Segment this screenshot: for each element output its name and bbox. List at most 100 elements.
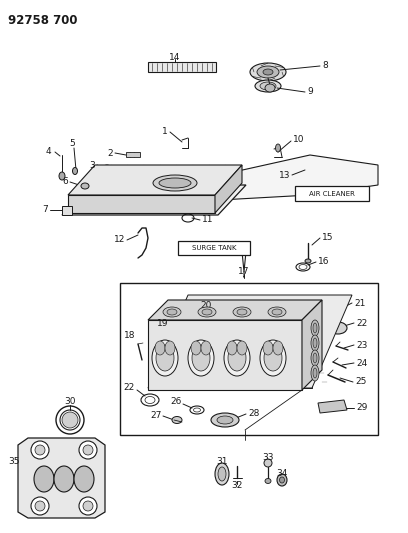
Text: 26: 26 bbox=[171, 398, 182, 407]
Text: AIR CLEANER: AIR CLEANER bbox=[309, 191, 355, 197]
Text: 6: 6 bbox=[62, 177, 68, 187]
Ellipse shape bbox=[34, 466, 54, 492]
Ellipse shape bbox=[155, 341, 165, 355]
Text: 34: 34 bbox=[276, 470, 288, 479]
Ellipse shape bbox=[228, 345, 246, 371]
Polygon shape bbox=[148, 320, 302, 390]
Text: 27: 27 bbox=[151, 411, 162, 421]
Ellipse shape bbox=[79, 497, 97, 515]
Bar bbox=[126, 152, 140, 157]
Ellipse shape bbox=[250, 63, 286, 81]
Ellipse shape bbox=[31, 497, 49, 515]
Ellipse shape bbox=[167, 309, 177, 315]
Text: 30: 30 bbox=[64, 398, 76, 407]
Polygon shape bbox=[215, 165, 242, 213]
Text: 8: 8 bbox=[322, 61, 328, 70]
Ellipse shape bbox=[218, 467, 226, 481]
Polygon shape bbox=[302, 300, 322, 390]
Ellipse shape bbox=[237, 341, 247, 355]
Polygon shape bbox=[318, 400, 347, 413]
Ellipse shape bbox=[215, 463, 229, 485]
Ellipse shape bbox=[311, 320, 319, 336]
Ellipse shape bbox=[313, 353, 317, 363]
Ellipse shape bbox=[224, 340, 250, 376]
Polygon shape bbox=[62, 206, 72, 215]
Polygon shape bbox=[148, 295, 352, 388]
Ellipse shape bbox=[265, 84, 275, 92]
Ellipse shape bbox=[264, 459, 272, 467]
Text: 5: 5 bbox=[69, 139, 75, 148]
Ellipse shape bbox=[311, 350, 319, 366]
Ellipse shape bbox=[152, 340, 178, 376]
Ellipse shape bbox=[313, 368, 317, 378]
Ellipse shape bbox=[329, 322, 347, 334]
Text: 29: 29 bbox=[356, 403, 367, 413]
Polygon shape bbox=[220, 155, 378, 200]
Text: 13: 13 bbox=[279, 171, 290, 180]
Text: 18: 18 bbox=[124, 332, 136, 341]
Text: 32: 32 bbox=[231, 481, 243, 490]
Text: 31: 31 bbox=[216, 457, 228, 466]
Polygon shape bbox=[68, 195, 215, 213]
Ellipse shape bbox=[311, 335, 319, 351]
Text: 2: 2 bbox=[107, 149, 113, 157]
Ellipse shape bbox=[177, 323, 187, 329]
Ellipse shape bbox=[81, 183, 89, 189]
Ellipse shape bbox=[217, 416, 233, 424]
Ellipse shape bbox=[31, 441, 49, 459]
Text: 25: 25 bbox=[355, 377, 366, 386]
FancyBboxPatch shape bbox=[295, 186, 369, 201]
Text: 3: 3 bbox=[89, 160, 95, 169]
Ellipse shape bbox=[202, 309, 212, 315]
Ellipse shape bbox=[74, 466, 94, 492]
Ellipse shape bbox=[159, 178, 191, 188]
Ellipse shape bbox=[73, 167, 78, 174]
Text: 14: 14 bbox=[169, 52, 181, 61]
Ellipse shape bbox=[263, 341, 273, 355]
Ellipse shape bbox=[220, 316, 226, 320]
Ellipse shape bbox=[79, 441, 97, 459]
Polygon shape bbox=[148, 300, 322, 320]
Text: 23: 23 bbox=[356, 341, 367, 350]
Ellipse shape bbox=[255, 80, 281, 92]
Polygon shape bbox=[68, 165, 242, 195]
Text: 12: 12 bbox=[113, 236, 125, 245]
Ellipse shape bbox=[163, 307, 181, 317]
Ellipse shape bbox=[305, 259, 311, 263]
Ellipse shape bbox=[313, 338, 317, 348]
Text: 11: 11 bbox=[202, 215, 213, 224]
Ellipse shape bbox=[188, 340, 214, 376]
Text: 4: 4 bbox=[46, 148, 52, 157]
FancyBboxPatch shape bbox=[178, 241, 250, 255]
Ellipse shape bbox=[83, 501, 93, 511]
Ellipse shape bbox=[192, 345, 210, 371]
Text: 22: 22 bbox=[356, 319, 367, 327]
Polygon shape bbox=[148, 365, 312, 388]
Ellipse shape bbox=[279, 477, 284, 483]
Ellipse shape bbox=[165, 341, 175, 355]
Ellipse shape bbox=[35, 501, 45, 511]
Ellipse shape bbox=[275, 144, 281, 152]
Text: 17: 17 bbox=[238, 268, 250, 277]
Text: 35: 35 bbox=[9, 457, 20, 466]
Text: 9: 9 bbox=[307, 87, 313, 96]
Text: 22: 22 bbox=[124, 384, 135, 392]
Text: 33: 33 bbox=[262, 453, 274, 462]
Ellipse shape bbox=[273, 341, 283, 355]
Ellipse shape bbox=[313, 323, 317, 333]
Polygon shape bbox=[148, 62, 216, 72]
Ellipse shape bbox=[264, 345, 282, 371]
Text: 21: 21 bbox=[354, 298, 366, 308]
Ellipse shape bbox=[311, 365, 319, 381]
Ellipse shape bbox=[54, 466, 74, 492]
Polygon shape bbox=[18, 438, 105, 518]
Ellipse shape bbox=[257, 66, 279, 78]
Ellipse shape bbox=[198, 307, 216, 317]
Ellipse shape bbox=[272, 309, 282, 315]
Text: 28: 28 bbox=[248, 409, 259, 418]
Ellipse shape bbox=[260, 340, 286, 376]
Text: 16: 16 bbox=[318, 257, 330, 266]
Text: 20: 20 bbox=[201, 301, 212, 310]
Text: 24: 24 bbox=[356, 359, 367, 367]
Polygon shape bbox=[62, 185, 246, 215]
